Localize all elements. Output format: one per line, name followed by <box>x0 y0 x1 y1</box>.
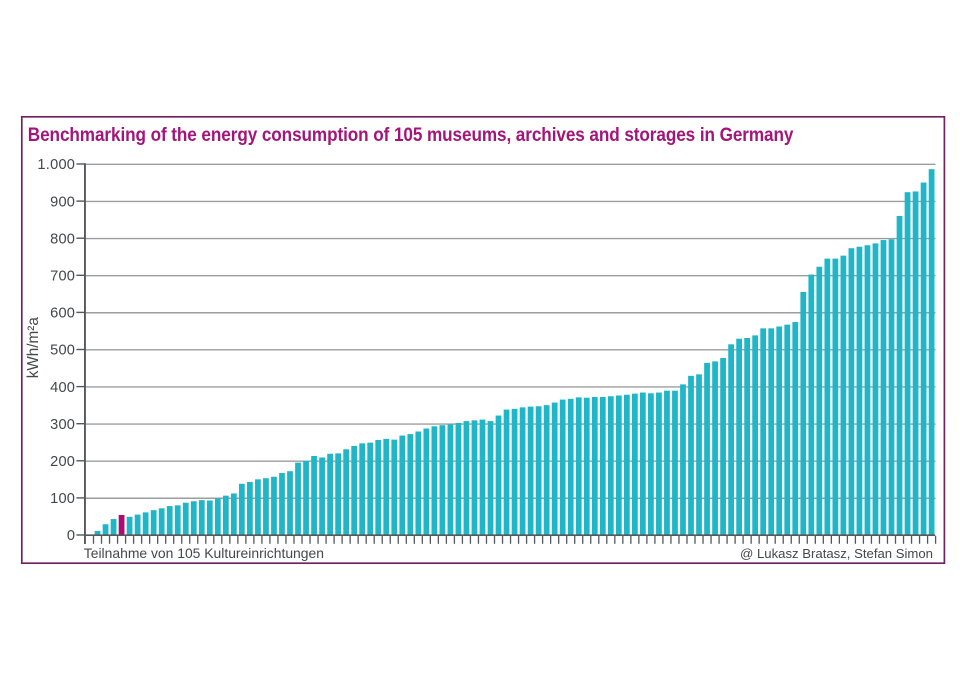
svg-text:Teilnahme von 105 Kultureinric: Teilnahme von 105 Kultureinrichtungen <box>84 545 324 561</box>
svg-text:800: 800 <box>50 231 75 247</box>
svg-text:Benchmarking of the energy con: Benchmarking of the energy consumption o… <box>28 123 794 145</box>
svg-text:200: 200 <box>50 454 75 470</box>
svg-text:600: 600 <box>50 306 75 322</box>
svg-text:900: 900 <box>50 194 75 210</box>
svg-text:1.000: 1.000 <box>37 157 75 173</box>
svg-text:@ Lukasz Bratasz, Stefan Simon: @ Lukasz Bratasz, Stefan Simon <box>740 546 933 561</box>
svg-text:100: 100 <box>50 491 75 507</box>
svg-text:300: 300 <box>50 417 75 433</box>
svg-text:700: 700 <box>50 269 75 285</box>
svg-text:400: 400 <box>50 380 75 396</box>
svg-text:kWh/m²a: kWh/m²a <box>25 317 42 379</box>
svg-text:0: 0 <box>67 528 75 544</box>
svg-text:500: 500 <box>50 343 75 359</box>
